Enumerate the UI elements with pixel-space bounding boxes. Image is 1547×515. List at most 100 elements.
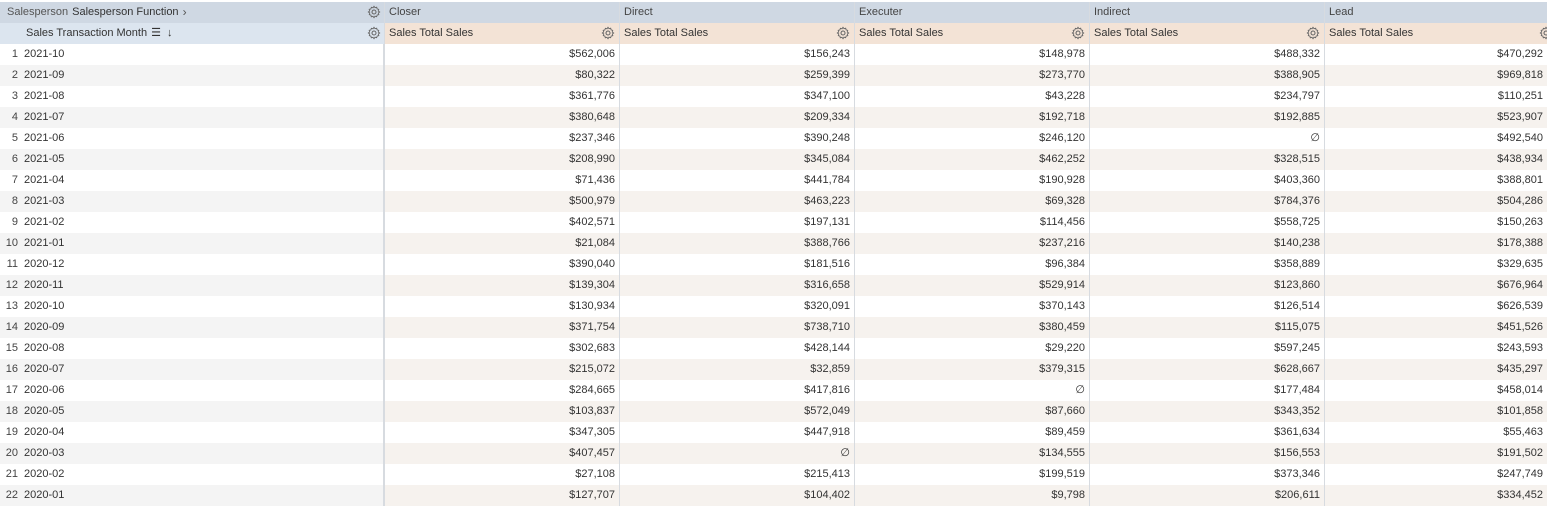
value-cell[interactable]: $358,889 <box>1089 254 1324 275</box>
value-cell[interactable]: $388,905 <box>1089 65 1324 86</box>
value-cell[interactable]: $626,539 <box>1324 296 1547 317</box>
value-cell[interactable]: $192,885 <box>1089 107 1324 128</box>
value-cell[interactable]: $390,040 <box>384 254 619 275</box>
value-cell[interactable]: $417,816 <box>619 380 854 401</box>
chevron-right-icon[interactable]: › <box>182 5 187 19</box>
value-cell[interactable]: $407,457 <box>384 443 619 464</box>
value-cell[interactable]: $347,100 <box>619 86 854 107</box>
value-cell[interactable]: $104,402 <box>619 485 854 506</box>
row-month[interactable]: 2020-03 <box>24 447 65 459</box>
value-cell[interactable]: $237,216 <box>854 233 1089 254</box>
value-cell[interactable]: $628,667 <box>1089 359 1324 380</box>
value-cell[interactable]: ∅ <box>619 443 854 464</box>
row-month[interactable]: 2020-08 <box>24 342 65 354</box>
column-header-closer[interactable]: Closer <box>384 2 619 23</box>
value-cell[interactable]: $134,555 <box>854 443 1089 464</box>
value-cell[interactable]: $150,263 <box>1324 212 1547 233</box>
value-cell[interactable]: $27,108 <box>384 464 619 485</box>
value-cell[interactable]: $380,459 <box>854 317 1089 338</box>
row-month[interactable]: 2021-07 <box>24 111 65 123</box>
row-month[interactable]: 2021-02 <box>24 216 65 228</box>
value-cell[interactable]: $115,075 <box>1089 317 1324 338</box>
value-cell[interactable]: $101,858 <box>1324 401 1547 422</box>
value-cell[interactable]: $504,286 <box>1324 191 1547 212</box>
value-cell[interactable]: $435,297 <box>1324 359 1547 380</box>
row-month[interactable]: 2021-05 <box>24 153 65 165</box>
value-cell[interactable]: $428,144 <box>619 338 854 359</box>
value-cell[interactable]: $71,436 <box>384 170 619 191</box>
value-cell[interactable]: $110,251 <box>1324 86 1547 107</box>
row-month[interactable]: 2020-06 <box>24 384 65 396</box>
value-cell[interactable]: $234,797 <box>1089 86 1324 107</box>
row-month[interactable]: 2020-07 <box>24 363 65 375</box>
value-cell[interactable]: $370,143 <box>854 296 1089 317</box>
value-cell[interactable]: $191,502 <box>1324 443 1547 464</box>
value-cell[interactable]: $9,798 <box>854 485 1089 506</box>
value-cell[interactable]: $243,593 <box>1324 338 1547 359</box>
value-cell[interactable]: $388,766 <box>619 233 854 254</box>
value-cell[interactable]: $69,328 <box>854 191 1089 212</box>
gear-icon[interactable] <box>1306 26 1320 40</box>
value-cell[interactable]: $738,710 <box>619 317 854 338</box>
column-header-direct[interactable]: Direct <box>619 2 854 23</box>
value-cell[interactable]: $199,519 <box>854 464 1089 485</box>
value-cell[interactable]: $597,245 <box>1089 338 1324 359</box>
value-cell[interactable]: $402,571 <box>384 212 619 233</box>
value-cell[interactable]: $462,252 <box>854 149 1089 170</box>
value-cell[interactable]: $273,770 <box>854 65 1089 86</box>
measure-header[interactable]: Sales Total Sales <box>384 23 619 44</box>
row-month[interactable]: 2020-11 <box>24 279 64 291</box>
value-cell[interactable]: $209,334 <box>619 107 854 128</box>
value-cell[interactable]: $181,516 <box>619 254 854 275</box>
value-cell[interactable]: $379,315 <box>854 359 1089 380</box>
value-cell[interactable]: $451,526 <box>1324 317 1547 338</box>
value-cell[interactable]: $208,990 <box>384 149 619 170</box>
value-cell[interactable]: $676,964 <box>1324 275 1547 296</box>
value-cell[interactable]: $441,784 <box>619 170 854 191</box>
value-cell[interactable]: $302,683 <box>384 338 619 359</box>
value-cell[interactable]: $343,352 <box>1089 401 1324 422</box>
value-cell[interactable]: $361,776 <box>384 86 619 107</box>
value-cell[interactable]: $371,754 <box>384 317 619 338</box>
row-month[interactable]: 2021-04 <box>24 174 65 186</box>
value-cell[interactable]: $447,918 <box>619 422 854 443</box>
value-cell[interactable]: $373,346 <box>1089 464 1324 485</box>
value-cell[interactable]: $347,305 <box>384 422 619 443</box>
value-cell[interactable]: $156,243 <box>619 44 854 65</box>
value-cell[interactable]: $123,860 <box>1089 275 1324 296</box>
row-month[interactable]: 2020-12 <box>24 258 65 270</box>
row-month[interactable]: 2020-04 <box>24 426 65 438</box>
column-header-indirect[interactable]: Indirect <box>1089 2 1324 23</box>
value-cell[interactable]: $32,859 <box>619 359 854 380</box>
row-month[interactable]: 2021-09 <box>24 69 65 81</box>
value-cell[interactable]: $89,459 <box>854 422 1089 443</box>
gear-icon[interactable] <box>367 5 381 19</box>
value-cell[interactable]: $55,463 <box>1324 422 1547 443</box>
value-cell[interactable]: $784,376 <box>1089 191 1324 212</box>
value-cell[interactable]: $156,553 <box>1089 443 1324 464</box>
value-cell[interactable]: $380,648 <box>384 107 619 128</box>
value-cell[interactable]: $558,725 <box>1089 212 1324 233</box>
value-cell[interactable]: $127,707 <box>384 485 619 506</box>
row-month[interactable]: 2021-03 <box>24 195 65 207</box>
value-cell[interactable]: $329,635 <box>1324 254 1547 275</box>
gear-icon[interactable] <box>1539 26 1547 40</box>
value-cell[interactable]: $114,456 <box>854 212 1089 233</box>
value-cell[interactable]: $237,346 <box>384 128 619 149</box>
value-cell[interactable]: $21,084 <box>384 233 619 254</box>
measure-header[interactable]: Sales Total Sales <box>1324 23 1547 44</box>
row-month[interactable]: 2020-09 <box>24 321 65 333</box>
measure-header[interactable]: Sales Total Sales <box>619 23 854 44</box>
value-cell[interactable]: $126,514 <box>1089 296 1324 317</box>
row-month[interactable]: 2020-01 <box>24 489 65 501</box>
value-cell[interactable]: $96,384 <box>854 254 1089 275</box>
value-cell[interactable]: $29,220 <box>854 338 1089 359</box>
value-cell[interactable]: $148,978 <box>854 44 1089 65</box>
value-cell[interactable]: $361,634 <box>1089 422 1324 443</box>
value-cell[interactable]: $87,660 <box>854 401 1089 422</box>
value-cell[interactable]: $43,228 <box>854 86 1089 107</box>
value-cell[interactable]: $215,072 <box>384 359 619 380</box>
value-cell[interactable]: $177,484 <box>1089 380 1324 401</box>
value-cell[interactable]: $206,611 <box>1089 485 1324 506</box>
value-cell[interactable]: $345,084 <box>619 149 854 170</box>
